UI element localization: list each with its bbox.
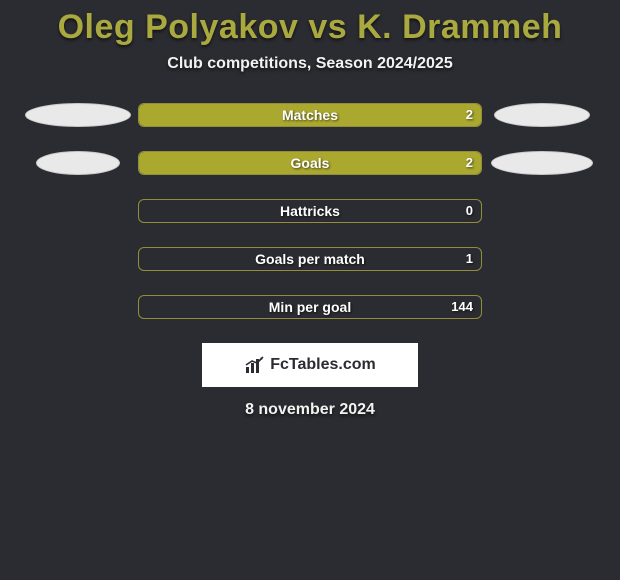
right-ellipse <box>494 103 590 127</box>
footer-date: 8 november 2024 <box>0 401 620 419</box>
stat-value: 1 <box>466 248 473 270</box>
left-cell <box>18 151 138 175</box>
stat-bar: Goals per match1 <box>138 247 482 271</box>
stat-value: 2 <box>466 152 473 174</box>
right-ellipse <box>491 151 593 175</box>
stat-value: 2 <box>466 104 473 126</box>
stat-label: Goals <box>139 152 481 174</box>
stat-row: Matches2 <box>0 103 620 127</box>
left-ellipse <box>36 151 120 175</box>
left-ellipse <box>25 103 131 127</box>
chart-icon <box>244 355 266 375</box>
brand-box: FcTables.com <box>202 343 418 387</box>
stat-value: 144 <box>451 296 473 318</box>
stat-label: Hattricks <box>139 200 481 222</box>
stat-row: Goals per match1 <box>0 247 620 271</box>
stat-label: Matches <box>139 104 481 126</box>
right-cell <box>482 151 602 175</box>
stat-row: Min per goal144 <box>0 295 620 319</box>
page-title: Oleg Polyakov vs K. Drammeh <box>0 8 620 47</box>
stat-row: Goals2 <box>0 151 620 175</box>
brand-text: FcTables.com <box>270 356 376 374</box>
stat-row: Hattricks0 <box>0 199 620 223</box>
stat-bar: Goals2 <box>138 151 482 175</box>
stat-value: 0 <box>466 200 473 222</box>
subtitle: Club competitions, Season 2024/2025 <box>0 55 620 73</box>
stat-bar: Min per goal144 <box>138 295 482 319</box>
stat-bar: Hattricks0 <box>138 199 482 223</box>
right-cell <box>482 103 602 127</box>
stat-label: Goals per match <box>139 248 481 270</box>
stat-label: Min per goal <box>139 296 481 318</box>
stats-rows: Matches2Goals2Hattricks0Goals per match1… <box>0 103 620 319</box>
left-cell <box>18 103 138 127</box>
stat-bar: Matches2 <box>138 103 482 127</box>
